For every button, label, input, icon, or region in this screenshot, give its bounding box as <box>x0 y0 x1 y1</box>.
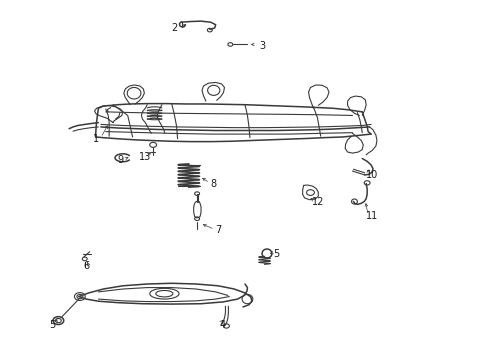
Text: 3: 3 <box>259 41 265 50</box>
Text: 9: 9 <box>117 155 123 165</box>
Text: 6: 6 <box>83 261 89 271</box>
Text: 5: 5 <box>273 248 280 258</box>
Text: 10: 10 <box>366 170 378 180</box>
Text: 5: 5 <box>49 320 55 330</box>
Text: 8: 8 <box>210 179 216 189</box>
Text: 2: 2 <box>171 23 177 33</box>
Text: 13: 13 <box>139 152 151 162</box>
Text: 12: 12 <box>312 197 324 207</box>
Text: 11: 11 <box>366 211 378 221</box>
Text: 1: 1 <box>93 134 99 144</box>
Text: 4: 4 <box>220 320 226 330</box>
Text: 7: 7 <box>215 225 221 235</box>
